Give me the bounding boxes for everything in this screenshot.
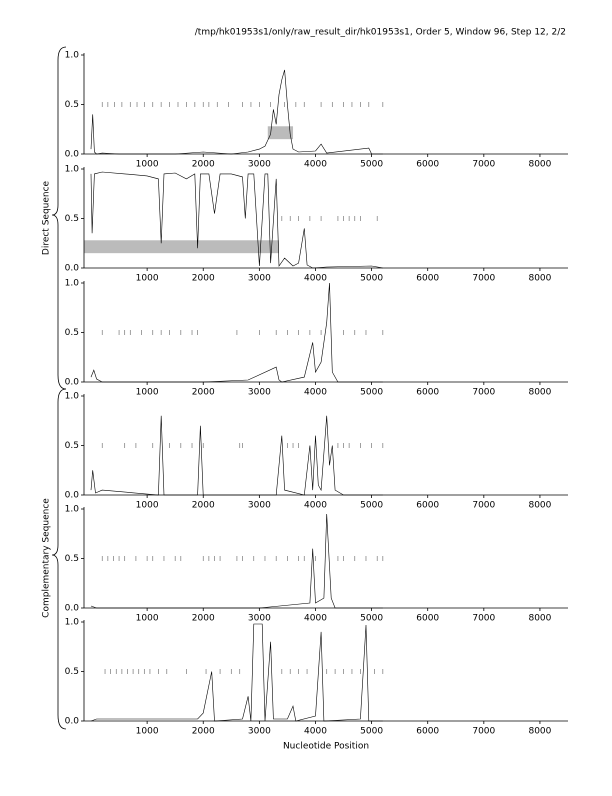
data-line xyxy=(90,171,383,269)
x-tick-label: 2000 xyxy=(192,614,215,624)
x-tick-label: 5000 xyxy=(360,614,383,624)
x-tick-label: 7000 xyxy=(472,614,495,624)
y-tick-label: 0.5 xyxy=(65,100,79,110)
highlight-region xyxy=(84,240,280,254)
x-tick-label: 5000 xyxy=(360,160,383,170)
y-tick-label: 1.0 xyxy=(65,505,80,515)
x-tick-label: 1000 xyxy=(136,727,159,737)
x-tick-label: 2000 xyxy=(192,274,215,284)
x-tick-label: 2000 xyxy=(192,388,215,398)
y-tick-label: 0.0 xyxy=(65,378,80,388)
x-tick-label: 4000 xyxy=(304,388,327,398)
x-tick-label: 4000 xyxy=(304,274,327,284)
x-tick-label: 6000 xyxy=(416,614,439,624)
y-tick-label: 0.5 xyxy=(65,328,79,338)
y-tick-label: 1.0 xyxy=(65,165,80,175)
data-line xyxy=(90,415,383,496)
y-tick-label: 0.0 xyxy=(65,491,80,501)
x-tick-label: 5000 xyxy=(360,727,383,737)
y-tick-label: 0.5 xyxy=(65,554,79,564)
x-tick-label: 7000 xyxy=(472,274,495,284)
brace xyxy=(51,388,67,730)
y-tick-label: 0.5 xyxy=(65,214,79,224)
x-tick-label: 8000 xyxy=(528,160,551,170)
x-tick-label: 3000 xyxy=(248,274,271,284)
y-tick-label: 0.0 xyxy=(65,150,80,160)
x-tick-label: 3000 xyxy=(248,727,271,737)
x-tick-label: 7000 xyxy=(472,727,495,737)
x-axis-label: Nucleotide Position xyxy=(283,742,369,752)
page-title: /tmp/hk01953s1/only/raw_result_dir/hk019… xyxy=(195,28,566,38)
y-tick-label: 0.5 xyxy=(65,441,79,451)
data-line xyxy=(90,623,383,722)
highlight-region xyxy=(267,126,294,140)
y-tick-label: 0.0 xyxy=(65,717,80,727)
y-tick-label: 0.0 xyxy=(65,264,80,274)
x-tick-label: 5000 xyxy=(360,274,383,284)
x-tick-label: 1000 xyxy=(136,160,159,170)
x-tick-label: 8000 xyxy=(528,501,551,511)
x-tick-label: 1000 xyxy=(136,274,159,284)
x-tick-label: 1000 xyxy=(136,614,159,624)
x-tick-label: 7000 xyxy=(472,160,495,170)
x-tick-label: 8000 xyxy=(528,614,551,624)
x-tick-label: 2000 xyxy=(192,160,215,170)
x-tick-label: 3000 xyxy=(248,614,271,624)
x-tick-label: 4000 xyxy=(304,727,327,737)
x-tick-label: 6000 xyxy=(416,727,439,737)
x-tick-label: 4000 xyxy=(304,501,327,511)
x-tick-label: 6000 xyxy=(416,501,439,511)
y-tick-label: 1.0 xyxy=(65,618,80,628)
x-tick-label: 6000 xyxy=(416,388,439,398)
x-tick-label: 2000 xyxy=(192,727,215,737)
x-tick-label: 8000 xyxy=(528,388,551,398)
y-tick-label: 1.0 xyxy=(65,279,80,289)
x-tick-label: 2000 xyxy=(192,501,215,511)
x-tick-label: 3000 xyxy=(248,501,271,511)
x-tick-label: 4000 xyxy=(304,160,327,170)
x-tick-label: 1000 xyxy=(136,501,159,511)
brace xyxy=(51,46,67,390)
x-tick-label: 3000 xyxy=(248,388,271,398)
data-line xyxy=(90,69,383,155)
x-tick-label: 7000 xyxy=(472,501,495,511)
group-label: Direct Sequence xyxy=(42,180,52,255)
y-tick-label: 0.0 xyxy=(65,604,80,614)
y-tick-label: 1.0 xyxy=(65,51,80,61)
x-tick-label: 5000 xyxy=(360,388,383,398)
x-tick-label: 6000 xyxy=(416,274,439,284)
x-tick-label: 5000 xyxy=(360,501,383,511)
x-tick-label: 3000 xyxy=(248,160,271,170)
x-tick-label: 7000 xyxy=(472,388,495,398)
x-tick-label: 6000 xyxy=(416,160,439,170)
data-line xyxy=(90,513,383,609)
y-tick-label: 0.5 xyxy=(65,667,79,677)
x-tick-label: 1000 xyxy=(136,388,159,398)
x-tick-label: 8000 xyxy=(528,274,551,284)
y-tick-label: 1.0 xyxy=(65,392,80,402)
x-tick-label: 8000 xyxy=(528,727,551,737)
data-line xyxy=(90,282,383,383)
group-label: Complementary Sequence xyxy=(42,498,52,618)
x-tick-label: 4000 xyxy=(304,614,327,624)
